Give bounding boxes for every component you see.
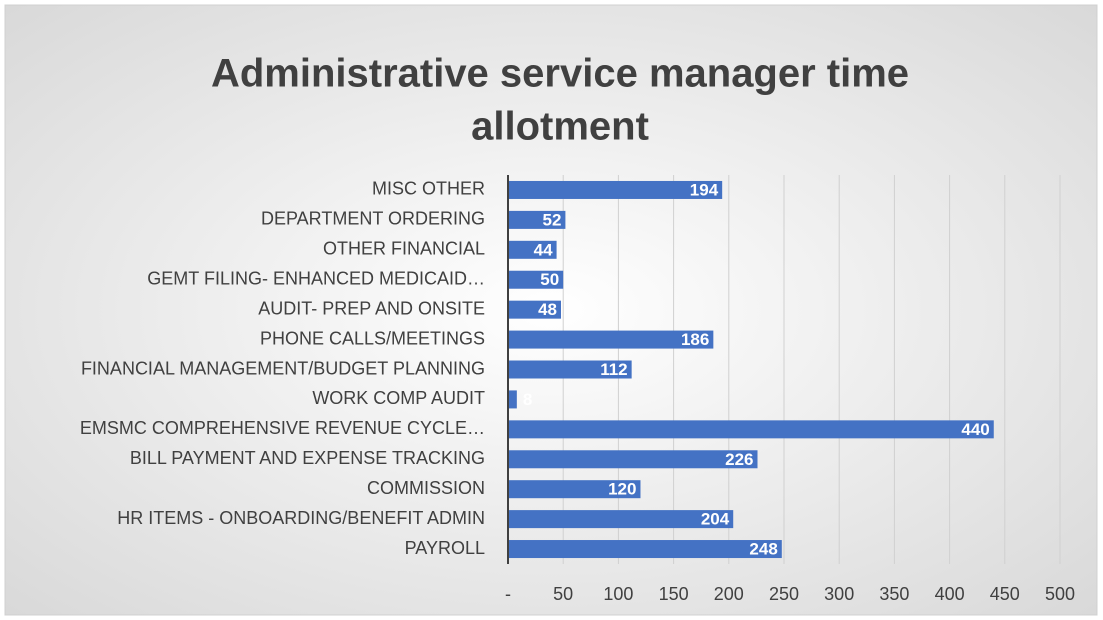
bar <box>508 540 782 559</box>
data-label: 226 <box>725 450 753 469</box>
x-tick-label: 150 <box>659 584 689 604</box>
y-tick-label: PAYROLL <box>405 538 485 558</box>
bar <box>508 390 517 409</box>
y-tick-label: WORK COMP AUDIT <box>312 388 485 408</box>
bar <box>508 480 641 499</box>
y-tick-label: BILL PAYMENT AND EXPENSE TRACKING <box>130 448 485 468</box>
x-tick-label: 250 <box>769 584 799 604</box>
x-tick-label: - <box>505 584 511 604</box>
x-tick-label: 500 <box>1045 584 1075 604</box>
bar <box>508 270 564 289</box>
y-tick-label: FINANCIAL MANAGEMENT/BUDGET PLANNING <box>81 358 485 378</box>
data-label: 8 <box>523 390 532 409</box>
data-label: 52 <box>542 210 561 229</box>
data-label: 204 <box>701 510 730 529</box>
data-label: 248 <box>749 540 777 559</box>
x-tick-label: 200 <box>714 584 744 604</box>
y-tick-label: HR ITEMS - ONBOARDING/BENEFIT ADMIN <box>117 508 485 528</box>
chart-title: allotment <box>471 105 649 149</box>
data-label: 194 <box>690 180 719 199</box>
x-tick-label: 100 <box>603 584 633 604</box>
y-tick-label: EMSMC COMPREHENSIVE REVENUE CYCLE… <box>80 418 485 438</box>
y-tick-label: DEPARTMENT ORDERING <box>261 209 485 229</box>
x-tick-label: 350 <box>879 584 909 604</box>
bar <box>508 360 632 379</box>
data-label: 186 <box>681 330 709 349</box>
bar <box>508 330 714 349</box>
bar <box>508 510 734 529</box>
y-tick-label: AUDIT- PREP AND ONSITE <box>258 298 485 318</box>
x-tick-label: 450 <box>990 584 1020 604</box>
bar <box>508 420 994 439</box>
y-tick-label: OTHER FINANCIAL <box>323 239 485 259</box>
data-label: 120 <box>608 480 636 499</box>
x-tick-label: 400 <box>935 584 965 604</box>
y-tick-label: MISC OTHER <box>372 179 485 199</box>
data-label: 44 <box>534 240 553 259</box>
x-tick-label: 50 <box>553 584 573 604</box>
y-tick-label: GEMT FILING- ENHANCED MEDICAID… <box>147 268 485 288</box>
y-tick-label: COMMISSION <box>367 478 485 498</box>
bar <box>508 210 566 229</box>
bar <box>508 450 758 469</box>
data-label: 48 <box>538 300 557 319</box>
data-label: 440 <box>961 420 989 439</box>
bar <box>508 180 723 199</box>
data-label: 112 <box>600 360 627 379</box>
chart-title: Administrative service manager time <box>211 52 909 96</box>
y-tick-label: PHONE CALLS/MEETINGS <box>260 328 485 348</box>
bar <box>508 240 557 259</box>
bar <box>508 300 561 319</box>
data-label: 50 <box>540 270 559 289</box>
x-tick-label: 300 <box>824 584 854 604</box>
